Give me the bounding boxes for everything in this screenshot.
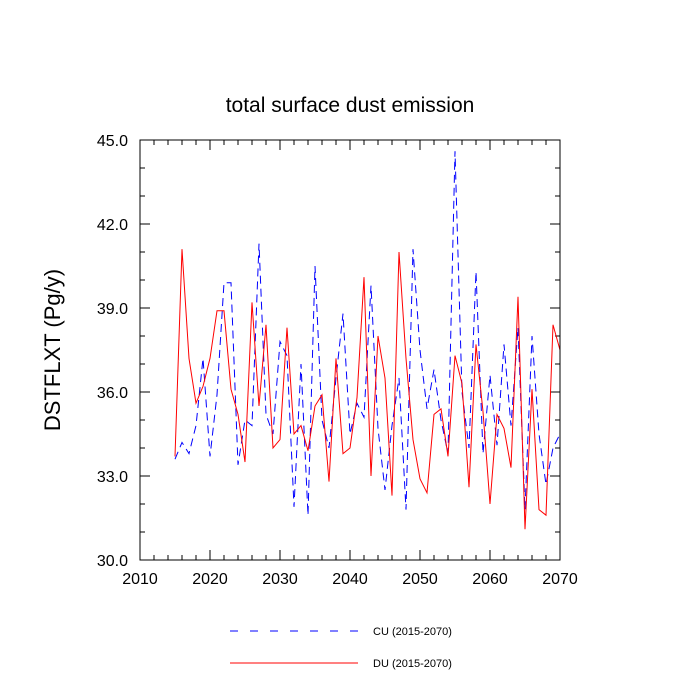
x-tick-label: 2030 xyxy=(262,571,298,588)
legend: CU (2015-2070) DU (2015-2070) xyxy=(230,626,452,670)
y-axis-label: DSTFLXT (Pg/y) xyxy=(40,269,65,431)
series-layer xyxy=(174,151,561,530)
y-tick-label: 36.0 xyxy=(97,385,128,402)
x-tick-label: 2070 xyxy=(542,571,578,588)
series-line-cu xyxy=(174,151,561,516)
y-tick-label: 45.0 xyxy=(97,133,128,150)
y-tick-label: 42.0 xyxy=(97,217,128,234)
x-tick-label: 2050 xyxy=(402,571,438,588)
axis-tick-labels: 2010 2020 2030 2040 2050 2060 2070 30.0 33.0 36.0… xyxy=(97,133,578,588)
plot-frame xyxy=(139,139,561,561)
chart-title: total surface dust emission xyxy=(226,94,475,117)
y-tick-label: 39.0 xyxy=(97,301,128,318)
y-tick-label: 30.0 xyxy=(97,553,128,570)
axis-ticks xyxy=(139,139,561,561)
x-tick-label: 2020 xyxy=(192,571,228,588)
x-tick-label: 2060 xyxy=(472,571,508,588)
y-tick-label: 33.0 xyxy=(97,469,128,486)
series-line-du xyxy=(174,249,561,530)
x-tick-label: 2040 xyxy=(332,571,368,588)
x-tick-label: 2010 xyxy=(122,571,158,588)
legend-label-du: DU (2015-2070) xyxy=(373,658,452,670)
legend-label-cu: CU (2015-2070) xyxy=(373,626,452,638)
